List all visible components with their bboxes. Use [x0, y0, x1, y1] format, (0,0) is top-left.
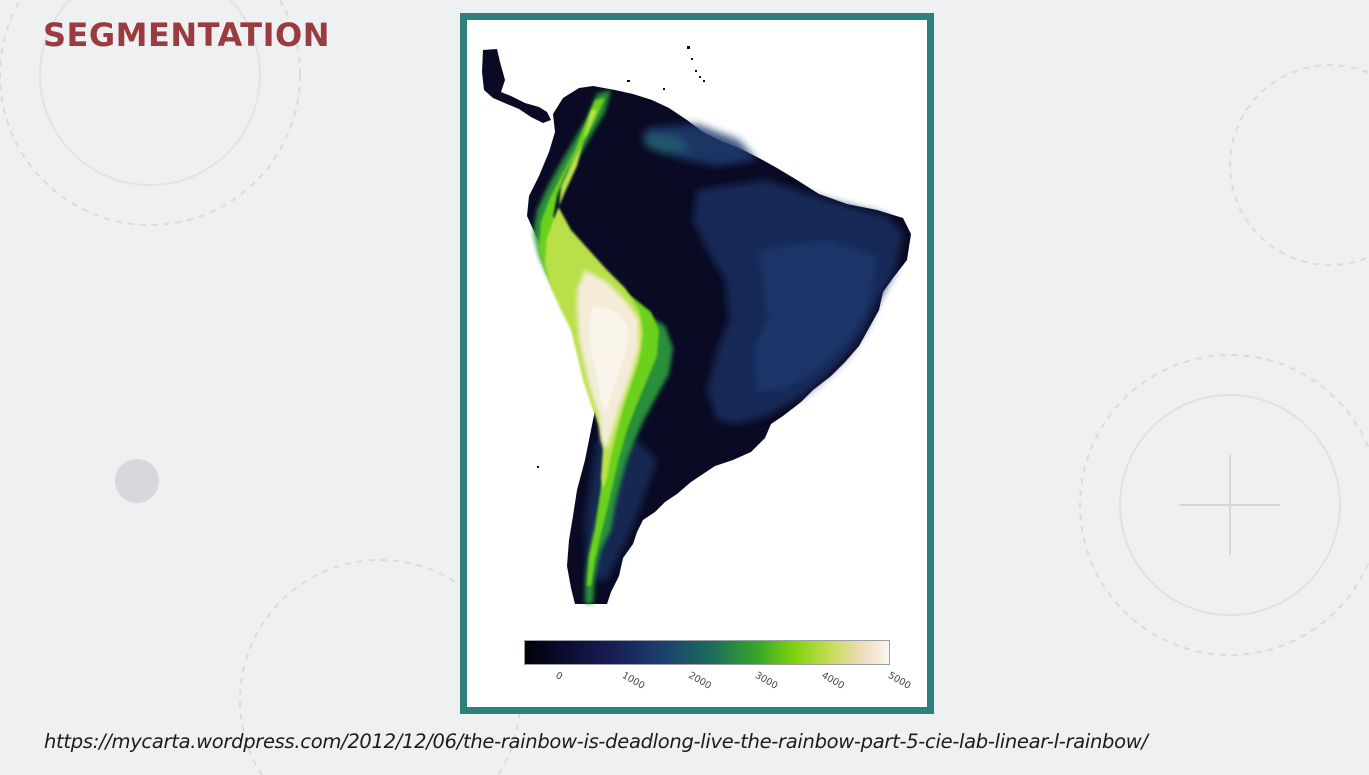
colorbar-tick-label: 3000: [753, 670, 779, 692]
elevation-map: 0 1000 2000 3000 4000 5000: [482, 46, 913, 692]
colorbar-tick-label: 2000: [687, 670, 713, 692]
central-america: [482, 49, 551, 123]
brazil-highlands: [585, 124, 903, 580]
elevation-colorbar: [524, 640, 890, 665]
colorbar-tick-label: 1000: [620, 670, 646, 692]
caribbean-islands: [537, 46, 705, 468]
andes-mountains: [533, 90, 673, 604]
colorbar-tick-label: 0: [554, 670, 565, 683]
source-url: https://mycarta.wordpress.com/2012/12/06…: [44, 730, 1148, 753]
colorbar-tick-label: 4000: [820, 670, 846, 692]
slide-title: SEGMENTATION: [43, 16, 330, 54]
colorbar-ticks: 0 1000 2000 3000 4000 5000: [554, 670, 913, 692]
map-frame: 0 1000 2000 3000 4000 5000: [460, 13, 934, 714]
colorbar-tick-label: 5000: [886, 670, 912, 692]
